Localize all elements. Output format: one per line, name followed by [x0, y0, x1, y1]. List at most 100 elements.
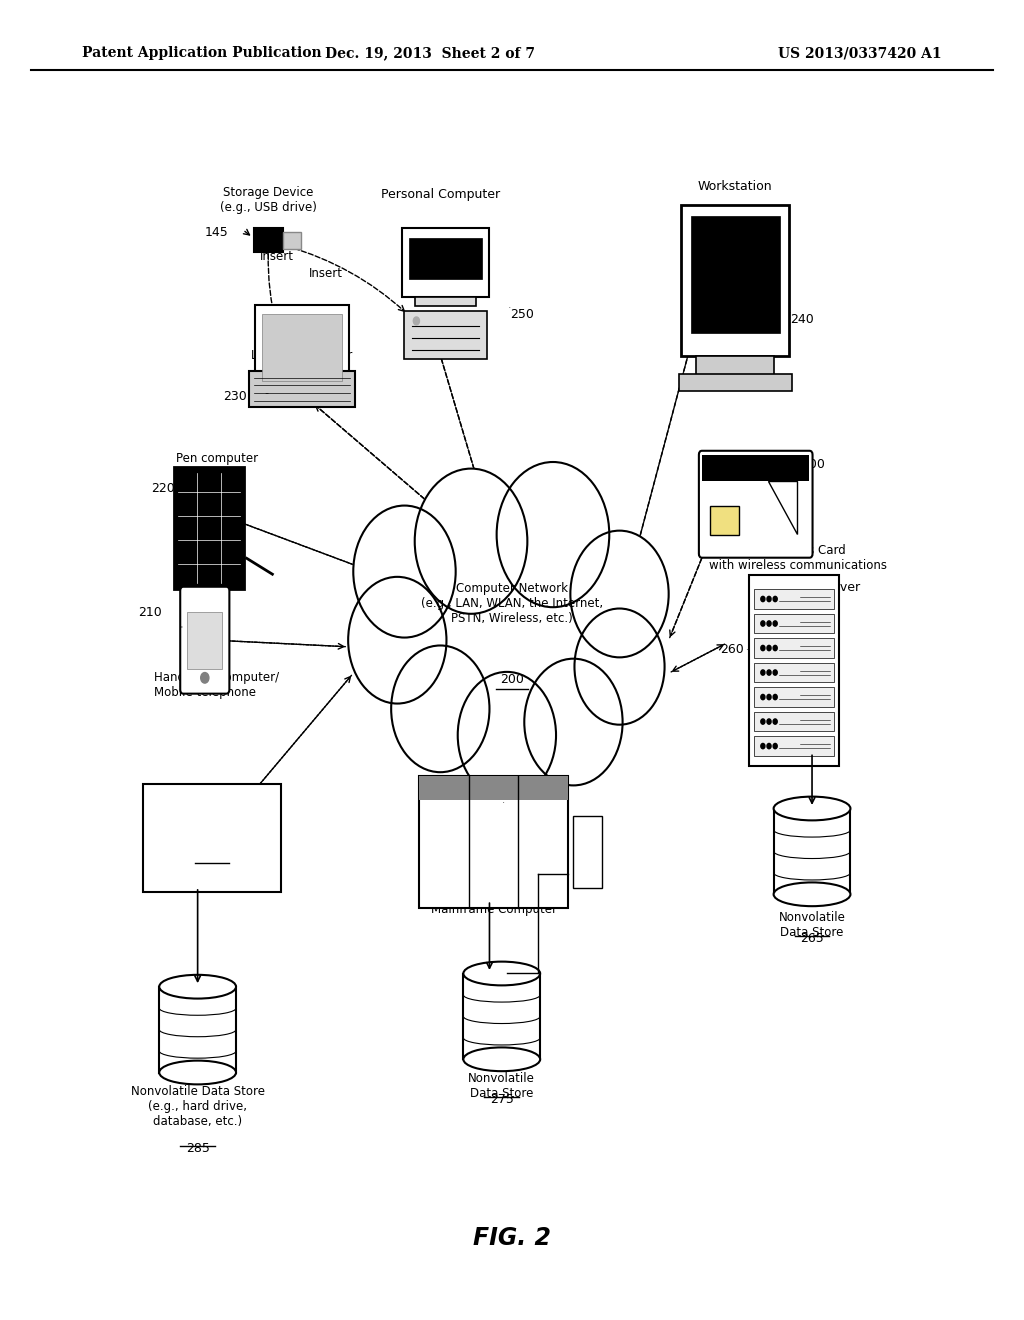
Text: Dec. 19, 2013  Sheet 2 of 7: Dec. 19, 2013 Sheet 2 of 7 [325, 46, 536, 61]
Text: US 2013/0337420 A1: US 2013/0337420 A1 [778, 46, 942, 61]
Text: 230: 230 [223, 389, 247, 403]
Circle shape [773, 671, 777, 675]
FancyBboxPatch shape [415, 297, 476, 306]
FancyBboxPatch shape [187, 611, 222, 668]
Text: Pen computer: Pen computer [176, 451, 258, 465]
Circle shape [761, 597, 765, 602]
Text: 285: 285 [185, 1142, 210, 1155]
FancyBboxPatch shape [754, 639, 834, 657]
FancyBboxPatch shape [682, 205, 788, 356]
Circle shape [761, 645, 765, 651]
FancyBboxPatch shape [404, 312, 486, 359]
Text: Insert: Insert [260, 249, 294, 263]
FancyBboxPatch shape [754, 711, 834, 731]
Ellipse shape [774, 883, 850, 906]
Circle shape [353, 506, 456, 638]
FancyBboxPatch shape [180, 586, 229, 694]
Circle shape [348, 577, 446, 704]
Circle shape [761, 694, 765, 700]
Text: Workstation: Workstation [698, 180, 772, 193]
Ellipse shape [774, 796, 850, 820]
Circle shape [767, 694, 771, 700]
Text: 280: 280 [200, 851, 224, 865]
Text: 260: 260 [720, 643, 743, 656]
Text: Nonvolatile Data Store
(e.g., hard drive,
database, etc.): Nonvolatile Data Store (e.g., hard drive… [131, 1085, 264, 1129]
FancyBboxPatch shape [754, 614, 834, 634]
Text: Personal Computer: Personal Computer [381, 187, 500, 201]
Circle shape [767, 719, 771, 725]
FancyBboxPatch shape [262, 314, 342, 381]
Text: Laptop computer: Laptop computer [252, 348, 352, 362]
FancyBboxPatch shape [142, 784, 281, 892]
FancyBboxPatch shape [174, 467, 244, 589]
FancyBboxPatch shape [754, 737, 834, 755]
FancyBboxPatch shape [255, 305, 349, 391]
Text: Storage Device
(e.g., USB drive): Storage Device (e.g., USB drive) [220, 186, 316, 214]
FancyBboxPatch shape [702, 454, 809, 482]
Ellipse shape [463, 961, 541, 985]
FancyBboxPatch shape [774, 808, 850, 895]
FancyBboxPatch shape [401, 228, 489, 297]
Text: Nonvolatile
Data Store: Nonvolatile Data Store [778, 911, 846, 939]
Ellipse shape [159, 1061, 236, 1085]
FancyBboxPatch shape [249, 371, 355, 407]
Text: 300: 300 [801, 458, 824, 471]
FancyBboxPatch shape [420, 776, 567, 800]
Circle shape [391, 645, 489, 772]
Text: Insert: Insert [309, 267, 343, 280]
FancyBboxPatch shape [690, 216, 780, 333]
FancyBboxPatch shape [754, 589, 834, 609]
Circle shape [773, 694, 777, 700]
Text: Mainframe Computer: Mainframe Computer [430, 903, 557, 916]
Circle shape [773, 597, 777, 602]
Text: Financial Services Card
with wireless communications: Financial Services Card with wireless co… [709, 544, 887, 572]
Text: 250: 250 [510, 308, 534, 321]
FancyBboxPatch shape [283, 232, 301, 248]
FancyBboxPatch shape [711, 506, 739, 536]
FancyBboxPatch shape [160, 987, 236, 1072]
FancyBboxPatch shape [410, 238, 482, 279]
Ellipse shape [463, 1048, 541, 1072]
FancyBboxPatch shape [254, 228, 283, 252]
Circle shape [414, 317, 420, 325]
Circle shape [415, 469, 527, 614]
Circle shape [458, 672, 556, 799]
Text: 200: 200 [500, 673, 524, 686]
Circle shape [497, 462, 609, 607]
Text: Nonvolatile
Data Store: Nonvolatile Data Store [468, 1072, 536, 1100]
Circle shape [761, 743, 765, 748]
Text: 220: 220 [152, 482, 175, 495]
FancyBboxPatch shape [754, 688, 834, 706]
Circle shape [767, 743, 771, 748]
Circle shape [524, 659, 623, 785]
Circle shape [773, 645, 777, 651]
Ellipse shape [159, 974, 236, 998]
Circle shape [201, 672, 209, 682]
Circle shape [767, 671, 771, 675]
FancyBboxPatch shape [698, 451, 813, 557]
Text: Hand held computer/
Mobile telephone: Hand held computer/ Mobile telephone [154, 671, 279, 698]
Text: 240: 240 [791, 313, 814, 326]
FancyBboxPatch shape [573, 816, 602, 888]
FancyBboxPatch shape [420, 776, 567, 908]
Circle shape [574, 609, 665, 725]
Circle shape [761, 620, 765, 626]
Circle shape [767, 620, 771, 626]
FancyBboxPatch shape [679, 374, 792, 391]
FancyBboxPatch shape [463, 974, 541, 1059]
Text: Patent Application Publication: Patent Application Publication [82, 46, 322, 61]
Text: FIG. 2: FIG. 2 [473, 1226, 551, 1250]
FancyBboxPatch shape [754, 663, 834, 682]
Text: Information
Handling System: Information Handling System [162, 809, 262, 838]
Circle shape [570, 531, 669, 657]
Text: Computer Network
(e.g., LAN, WLAN, the Internet,
PSTN, Wireless, etc.): Computer Network (e.g., LAN, WLAN, the I… [421, 582, 603, 624]
Polygon shape [768, 482, 797, 533]
Circle shape [761, 719, 765, 725]
FancyBboxPatch shape [696, 356, 774, 376]
Circle shape [773, 620, 777, 626]
Text: 265: 265 [800, 932, 824, 945]
Circle shape [761, 671, 765, 675]
Text: 270: 270 [504, 784, 527, 797]
Text: 210: 210 [138, 606, 162, 619]
Circle shape [773, 719, 777, 725]
